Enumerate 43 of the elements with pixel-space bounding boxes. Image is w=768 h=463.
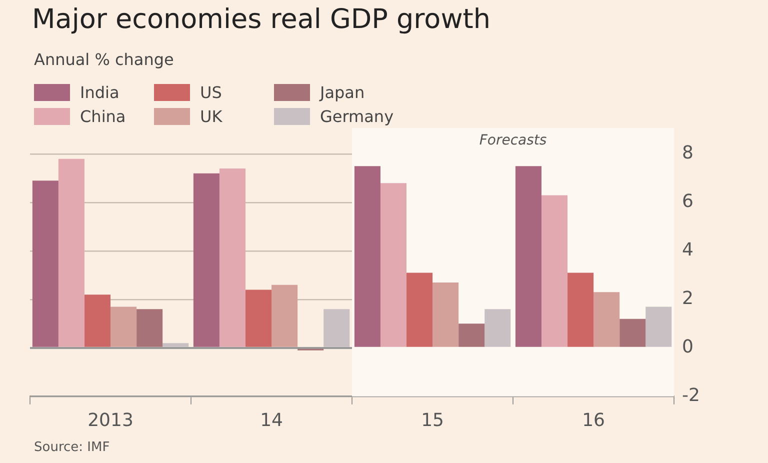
y-tick-label: 8	[682, 142, 694, 164]
bar	[162, 343, 189, 347]
bar	[541, 195, 568, 347]
legend-label: India	[79, 82, 120, 104]
legend-label: China	[79, 106, 127, 128]
y-tick-label: 2	[682, 288, 694, 310]
bar	[84, 294, 111, 347]
bar	[515, 166, 542, 347]
bar	[32, 180, 58, 347]
bar	[272, 284, 298, 347]
bar	[245, 290, 272, 347]
y-tick-label: 0	[682, 336, 694, 358]
bar	[380, 183, 407, 347]
x-tick-label: 14	[260, 410, 283, 431]
source-note: Source: IMF	[34, 440, 110, 455]
bar	[354, 166, 380, 347]
y-tick-label: 6	[682, 191, 694, 212]
bar	[110, 306, 137, 347]
x-tick-label: 16	[582, 410, 605, 431]
bar	[324, 309, 350, 347]
legend-label: UK	[199, 106, 224, 128]
y-tick-label: 4	[682, 240, 694, 261]
legend-label: Germany	[319, 106, 394, 128]
bar	[484, 309, 511, 347]
bar	[646, 306, 672, 347]
bar	[594, 292, 620, 347]
chart-title: Major economies real GDP growth	[32, 4, 490, 35]
bar	[568, 272, 594, 347]
bar	[458, 324, 485, 347]
legend-label: Japan	[318, 82, 366, 104]
chart-subtitle: Annual % change	[34, 50, 174, 69]
legend-label: US	[199, 82, 223, 104]
bar	[193, 173, 220, 347]
band-label: Forecasts	[479, 132, 547, 149]
bar	[219, 168, 246, 347]
bar	[432, 282, 459, 347]
x-tick-label: 2013	[88, 410, 134, 431]
bar	[406, 272, 433, 347]
bar	[136, 309, 163, 347]
bar	[620, 318, 646, 347]
x-tick-label: 15	[421, 410, 444, 431]
y-tick-label: -2	[682, 385, 700, 406]
bar	[58, 158, 84, 347]
